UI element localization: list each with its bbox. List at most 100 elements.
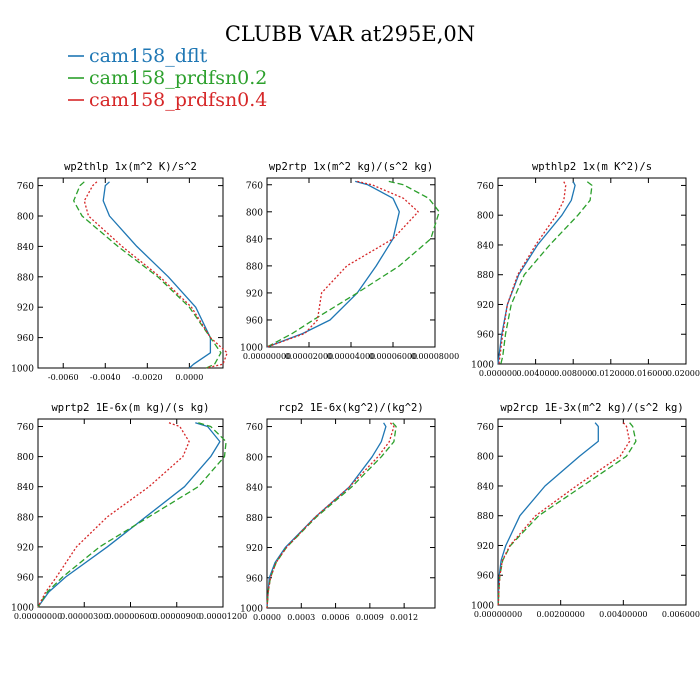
- y-tick-label: 800: [477, 212, 494, 222]
- y-tick-label: 1000: [240, 605, 263, 615]
- y-tick-label: 920: [17, 304, 34, 314]
- series-line-cam158_dflt: [37, 422, 221, 608]
- series-line-cam158_prdfsn0.4: [498, 181, 567, 365]
- x-tick-label: 0.000000: [479, 369, 517, 378]
- panel-2: wpthlp2 1x(m K^2)/s 760 800 840 880 920 960 100…: [471, 161, 700, 378]
- y-tick-label: 960: [477, 331, 494, 341]
- panel-title: wprtp2 1E-6x(m kg)/(s kg): [51, 402, 209, 414]
- y-tick-label: 840: [246, 235, 263, 245]
- panel-4: rcp2 1E-6x(kg^2)/(kg^2) 760 800 840 880 920 96…: [240, 402, 436, 622]
- x-tick-label: 0.00600000: [662, 610, 700, 619]
- y-tick-label: 960: [17, 334, 34, 344]
- y-tick-label: 800: [246, 453, 263, 463]
- x-tick-label: 0.00004000: [327, 352, 375, 361]
- y-tick-label: 960: [246, 574, 263, 584]
- figure-title: CLUBB VAR at295E,0N: [225, 22, 475, 46]
- panel-title: rcp2 1E-6x(kg^2)/(kg^2): [278, 402, 423, 414]
- plot-frame: [497, 177, 687, 365]
- y-tick-label: 960: [246, 316, 263, 326]
- y-tick-label: 760: [17, 423, 34, 433]
- y-tick-label: 840: [477, 241, 494, 251]
- panel-5: wp2rcp 1E-3x(m^2 kg)/(s^2 kg) 760 800 840 88…: [471, 402, 700, 619]
- x-tick-label: 0.012000: [592, 369, 630, 378]
- y-tick-label: 760: [246, 423, 263, 433]
- y-tick-label: 880: [17, 513, 34, 523]
- x-tick-label: 0.00400000: [599, 610, 647, 619]
- x-tick-label: 0.0000: [175, 373, 203, 382]
- x-tick-label: 0.0009: [356, 613, 384, 622]
- plot-frame: [266, 418, 436, 609]
- x-tick-label: 0.0012: [390, 613, 418, 622]
- y-tick-label: 920: [477, 542, 494, 552]
- y-tick-label: 880: [246, 262, 263, 272]
- series-line-cam158_dflt: [497, 181, 576, 365]
- x-tick-label: 0.0006: [322, 613, 350, 622]
- y-tick-label: 880: [477, 271, 494, 281]
- series-line-cam158_prdfsn0.4: [37, 422, 190, 608]
- x-tick-label: 0.00001200: [199, 612, 247, 621]
- y-tick-label: 1000: [11, 365, 34, 375]
- y-tick-label: 880: [17, 273, 34, 283]
- x-tick-label: 0.00000000: [243, 352, 291, 361]
- y-tick-label: 880: [477, 512, 494, 522]
- y-tick-label: 1000: [11, 604, 34, 614]
- y-tick-label: 760: [477, 423, 494, 433]
- x-tick-label: 0.020000: [667, 369, 700, 378]
- legend-label-1: cam158_prdfsn0.2: [89, 67, 267, 89]
- x-tick-label: -0.0020: [132, 373, 163, 382]
- x-tick-label: 0.00200000: [536, 610, 584, 619]
- y-tick-label: 960: [477, 572, 494, 582]
- y-tick-label: 800: [17, 453, 34, 463]
- x-tick-label: 0.00002000: [285, 352, 333, 361]
- series-line-cam158_prdfsn0.4: [266, 180, 419, 348]
- x-tick-label: 0.008000: [554, 369, 592, 378]
- series-line-cam158_prdfsn0.4: [497, 422, 631, 606]
- x-tick-label: -0.0060: [48, 373, 79, 382]
- panel-3: wprtp2 1E-6x(m kg)/(s kg) 760 800 840 880 920…: [11, 402, 247, 621]
- x-tick-label: 0.00000000: [474, 610, 522, 619]
- plot-frame: [497, 418, 687, 606]
- plot-frame: [37, 177, 224, 369]
- y-tick-label: 1000: [471, 361, 494, 371]
- y-tick-label: 800: [17, 213, 34, 223]
- y-tick-label: 920: [477, 301, 494, 311]
- legend-label-0: cam158_dflt: [89, 45, 208, 67]
- y-tick-label: 1000: [471, 602, 494, 612]
- panel-1: wp2rtp 1x(m^2 kg)/(s^2 kg) 760 800 840 880 92…: [240, 161, 459, 361]
- x-tick-label: 0.00000600: [106, 612, 154, 621]
- y-tick-label: 840: [477, 482, 494, 492]
- series-line-cam158_dflt: [102, 181, 212, 369]
- x-tick-label: 0.0003: [287, 613, 315, 622]
- x-tick-label: 0.00000300: [60, 612, 108, 621]
- x-tick-label: 0.00000000: [14, 612, 62, 621]
- panels: wp2thlp 1x(m^2 K)/s^2 760 800 840 880 920 960 1…: [11, 161, 700, 622]
- panel-title: wpthlp2 1x(m K^2)/s: [532, 161, 652, 173]
- y-tick-label: 1000: [240, 344, 263, 354]
- x-tick-label: 0.004000: [517, 369, 555, 378]
- y-tick-label: 840: [246, 484, 263, 494]
- series-line-cam158_dflt: [266, 422, 387, 609]
- y-tick-label: 800: [246, 208, 263, 218]
- y-tick-label: 840: [17, 243, 34, 253]
- x-tick-label: 0.016000: [629, 369, 667, 378]
- y-tick-label: 920: [17, 543, 34, 553]
- x-tick-label: -0.0040: [90, 373, 121, 382]
- y-tick-label: 920: [246, 544, 263, 554]
- y-tick-label: 800: [477, 453, 494, 463]
- legend-label-2: cam158_prdfsn0.4: [89, 89, 267, 111]
- y-tick-label: 760: [17, 182, 34, 192]
- series-line-cam158_dflt: [266, 180, 400, 348]
- series-line-cam158_prdfsn0.2: [73, 181, 222, 369]
- series-line-cam158_prdfsn0.2: [37, 422, 227, 608]
- panel-title: wp2rtp 1x(m^2 kg)/(s^2 kg): [269, 161, 433, 173]
- x-tick-label: 0.00006000: [369, 352, 417, 361]
- x-tick-label: 0.00008000: [411, 352, 459, 361]
- y-tick-label: 880: [246, 514, 263, 524]
- series-line-cam158_prdfsn0.4: [266, 422, 395, 609]
- series-line-cam158_prdfsn0.2: [500, 181, 593, 365]
- panel-0: wp2thlp 1x(m^2 K)/s^2 760 800 840 880 920 960 1…: [11, 161, 228, 382]
- y-tick-label: 960: [17, 573, 34, 583]
- panel-title: wp2thlp 1x(m^2 K)/s^2: [64, 161, 197, 173]
- legend: cam158_dfltcam158_prdfsn0.2cam158_prdfsn…: [68, 45, 267, 111]
